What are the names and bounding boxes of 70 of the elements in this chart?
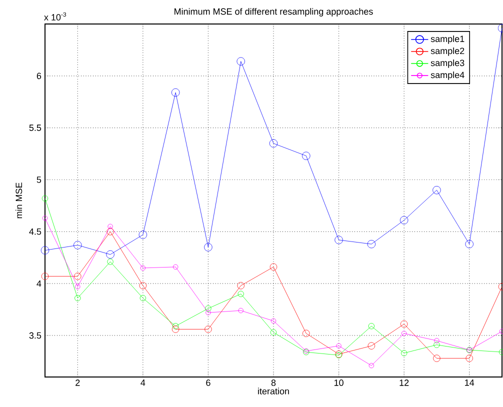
x-axis-title: iteration [258,388,289,394]
point [41,272,49,280]
point [206,310,211,316]
point [42,195,48,202]
point [138,230,148,239]
point [336,343,342,348]
point [106,228,114,236]
point [302,152,310,160]
point [205,305,212,312]
point [238,290,244,298]
y-tick-label: 4 [36,280,42,287]
y-axis-title: min MSE [15,182,22,218]
point [74,241,82,250]
y-tick-label: 4.5 [29,228,42,235]
point [40,246,50,254]
x-tick-label: 14 [465,380,474,386]
point [367,240,376,248]
point [400,216,408,224]
point [270,318,276,324]
x-tick-label: 8 [271,380,276,386]
point [140,265,146,271]
y-tick-label: 6 [36,72,42,80]
x-tick-label: 6 [206,380,210,386]
point [172,323,179,330]
y-tick-label: 5 [36,176,42,183]
point [368,362,374,368]
x-tick-label: 2 [76,380,80,386]
point [434,342,440,348]
point [238,308,244,314]
point [465,240,474,248]
point [106,250,114,259]
point [269,139,278,148]
point [74,272,82,280]
point [270,329,277,336]
point [204,243,212,252]
legend-label: sample3 [430,60,464,68]
point [140,294,146,302]
point [107,258,114,265]
y-tick-label: 5.5 [29,124,42,131]
point [434,338,440,344]
point [466,354,473,362]
x-tick-label: 10 [334,380,344,386]
point [270,263,278,271]
point [74,294,81,302]
x-tick-label: 4 [140,380,146,386]
legend-label: sample1 [430,35,464,44]
x-tick-label: 12 [400,380,409,386]
y-tick-label: 3.5 [29,332,42,339]
point [204,326,212,333]
point [400,350,408,356]
legend-label: sample2 [430,47,464,56]
point [368,323,375,330]
point [400,320,408,328]
point [75,284,80,290]
point [108,224,113,230]
point [236,57,245,66]
point [401,330,407,336]
legend-label: sample4 [430,72,464,80]
point [171,88,180,97]
point [139,282,147,290]
chart-title: Minimum MSE of different resampling approaches [174,8,373,16]
point [433,354,440,362]
point [368,342,376,350]
point [334,236,343,244]
point [237,282,244,290]
point [432,186,441,194]
point [172,264,178,270]
point [172,326,180,333]
text: x 10$^{-3}$ [44,12,66,20]
point [302,330,310,337]
